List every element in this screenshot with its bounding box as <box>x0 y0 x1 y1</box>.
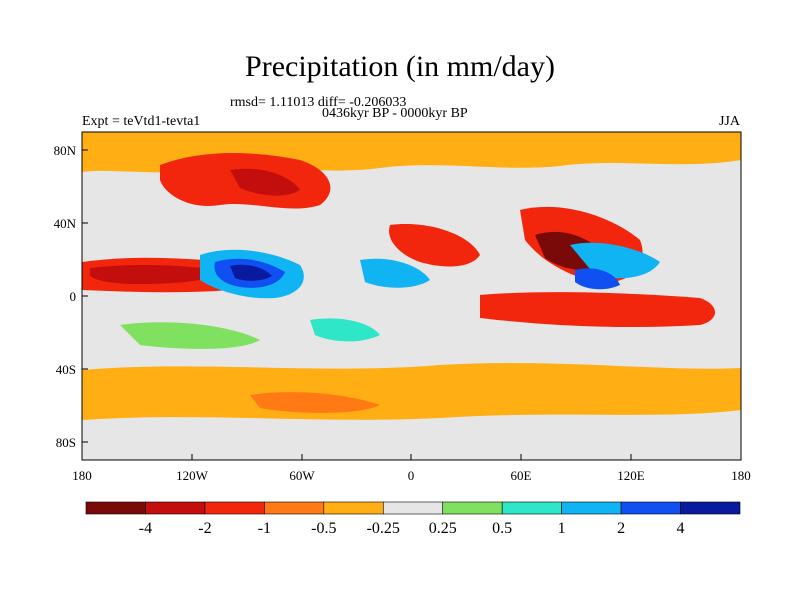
y-tick-label: 40S <box>56 362 76 377</box>
ep-navy <box>230 264 272 281</box>
sp-green <box>120 322 260 349</box>
colorbar-swatch <box>501 501 562 515</box>
atl-red <box>389 224 480 267</box>
colorbar-label: -4 <box>139 520 152 537</box>
sa-cyan <box>310 318 380 342</box>
colorbar-swatch <box>620 501 681 515</box>
pacific-darkred <box>90 264 220 284</box>
so-orange <box>82 363 741 420</box>
colorbar-swatch <box>264 501 325 515</box>
period-text: 0436kyr BP - 0000kyr BP <box>322 106 468 121</box>
season-label: JJA <box>718 114 740 129</box>
colorbar-swatch <box>561 501 622 515</box>
colorbar-swatch <box>323 501 384 515</box>
colorbar-label: -0.25 <box>367 520 400 537</box>
colorbar-label: -1 <box>258 520 271 537</box>
colorbar-label: -2 <box>198 520 211 537</box>
colorbar-swatch <box>145 501 206 515</box>
x-tick-label: 120W <box>176 468 209 483</box>
atl-blue <box>360 258 430 288</box>
colorbar-label: 4 <box>677 520 685 537</box>
x-tick-label: 60E <box>511 468 532 483</box>
x-tick-label: 60W <box>289 468 315 483</box>
colorbar-label: 2 <box>617 520 625 537</box>
map-field <box>82 132 741 460</box>
stats-text: rmsd= 1.11013 diff= -0.206033 <box>230 95 407 110</box>
colorbar-swatch <box>442 501 503 515</box>
y-tick-label: 0 <box>70 289 77 304</box>
x-tick-label: 0 <box>408 468 415 483</box>
colorbar-swatch <box>680 501 741 515</box>
x-tick-label: 180 <box>72 468 92 483</box>
x-tick-label: 180 <box>731 468 751 483</box>
colorbar-swatch <box>382 501 444 515</box>
colorbar-label: -0.5 <box>311 520 336 537</box>
colorbar-label: 0.5 <box>492 520 512 537</box>
mc-red <box>480 292 715 328</box>
wp-darkblue <box>575 268 620 290</box>
x-tick-label: 120E <box>617 468 645 483</box>
colorbar-swatch <box>85 501 146 515</box>
plot-title: Precipitation (in mm/day) <box>245 50 555 83</box>
colorbar-swatch <box>204 501 265 515</box>
na-darkred <box>230 168 300 196</box>
y-tick-label: 40N <box>54 216 77 231</box>
experiment-label: Expt = teVtd1-tevta1 <box>82 114 201 129</box>
y-tick-label: 80S <box>56 435 76 450</box>
so-darkorange <box>250 392 380 413</box>
colorbar-label: 0.25 <box>429 520 457 537</box>
colorbar: -4 -2 -1 -0.5 -0.25 0.25 0.5 1 2 4 <box>85 501 741 537</box>
colorbar-label: 1 <box>558 520 566 537</box>
y-tick-label: 80N <box>54 143 77 158</box>
